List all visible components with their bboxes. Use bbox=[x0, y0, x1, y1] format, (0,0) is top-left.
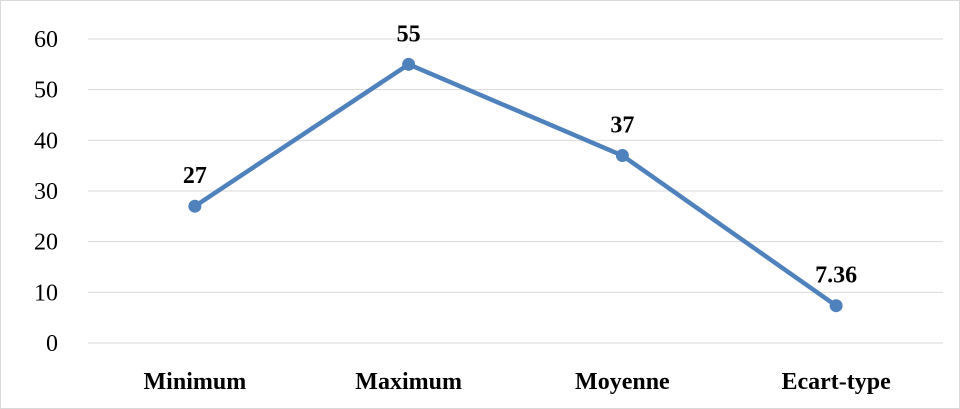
y-tick-label-20: 20 bbox=[34, 230, 58, 256]
y-tick-label-10: 10 bbox=[34, 280, 58, 306]
data-label-maximum: 55 bbox=[397, 21, 421, 47]
series-line-group bbox=[188, 57, 843, 313]
x-category-label-maximum: Maximum bbox=[355, 369, 462, 395]
y-tick-label-60: 60 bbox=[34, 27, 58, 53]
series-line bbox=[192, 62, 839, 308]
data-label-ecart-type: 7.36 bbox=[815, 263, 857, 289]
data-label-moyenne: 37 bbox=[610, 113, 634, 139]
x-category-label-minimum: Minimum bbox=[144, 369, 247, 395]
y-tick-label-30: 30 bbox=[34, 179, 58, 205]
y-tick-label-40: 40 bbox=[34, 128, 58, 154]
data-labels: 27 55 37 7.36 bbox=[183, 21, 857, 288]
data-point-maximum bbox=[402, 57, 416, 71]
gridlines bbox=[88, 38, 943, 344]
data-point-minimum bbox=[188, 199, 202, 213]
data-point-moyenne bbox=[615, 149, 629, 163]
x-category-label-ecart-type: Ecart-type bbox=[781, 369, 891, 395]
data-point-ecart-type bbox=[829, 299, 843, 313]
y-tick-label-50: 50 bbox=[34, 78, 58, 104]
data-label-minimum: 27 bbox=[183, 163, 207, 189]
x-axis-category-labels: Minimum Maximum Moyenne Ecart-type bbox=[144, 369, 892, 395]
y-axis-tick-labels: 0 10 20 30 40 50 60 bbox=[34, 27, 58, 357]
y-tick-label-0: 0 bbox=[46, 331, 58, 357]
x-category-label-moyenne: Moyenne bbox=[575, 369, 670, 395]
